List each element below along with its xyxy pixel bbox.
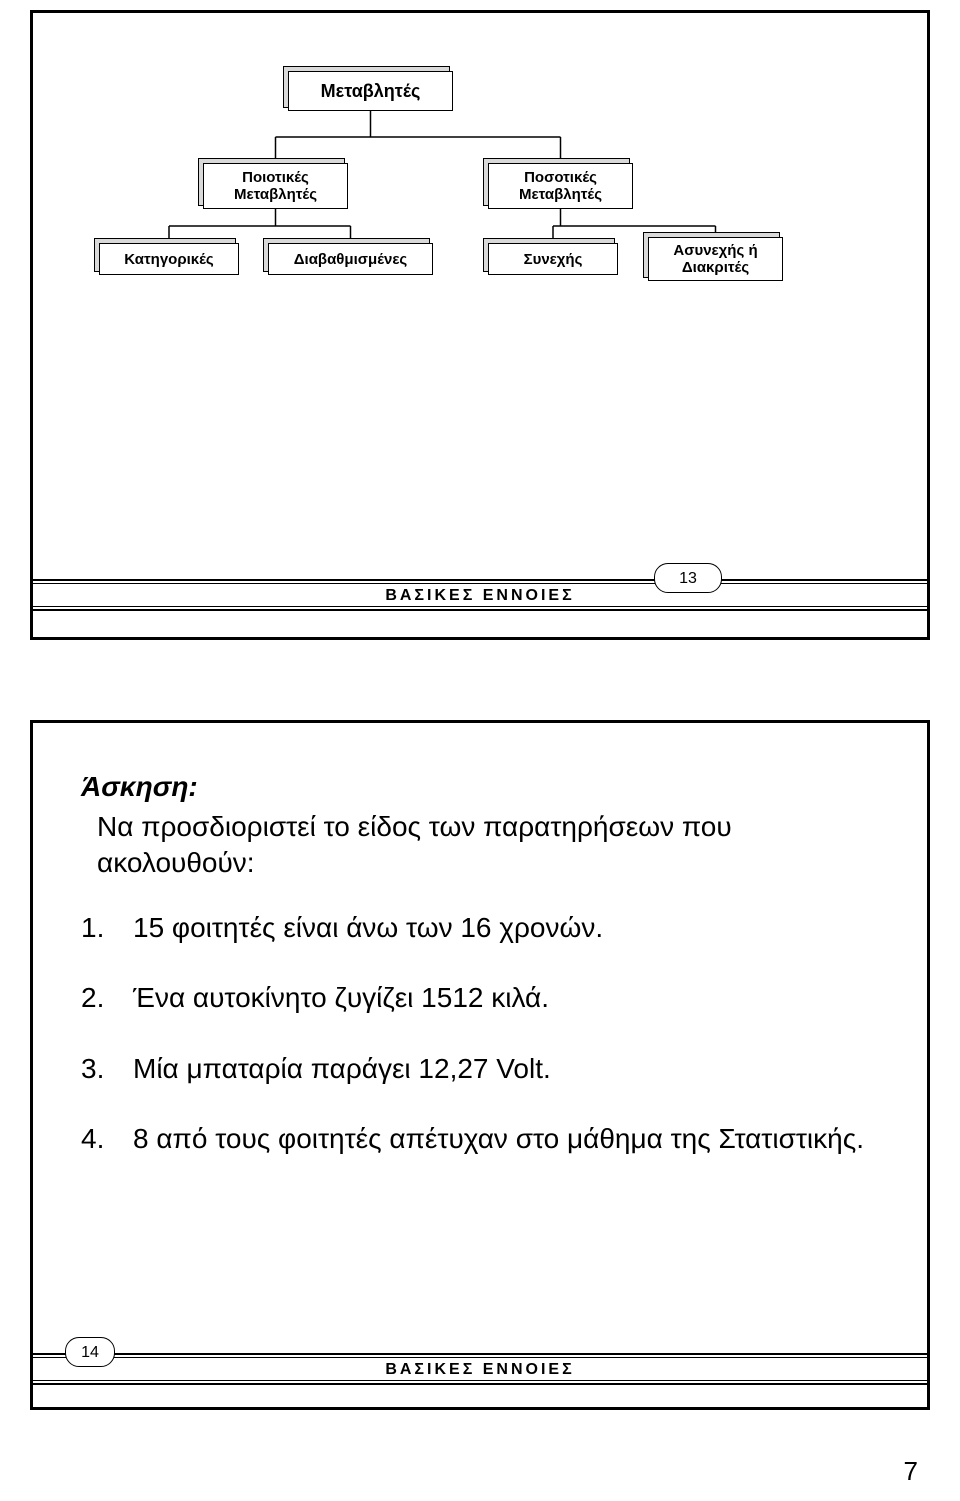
tree-node-qual: Ποιοτικές Μεταβλητές — [203, 163, 348, 209]
slide-2: Άσκηση: Να προσδιοριστεί το είδος των πα… — [30, 720, 930, 1410]
tree-connectors — [33, 13, 933, 363]
exercise-title: Άσκηση: — [81, 771, 881, 803]
list-item: 3.Μία μπαταρία παράγει 12,27 Volt. — [81, 1051, 881, 1087]
exercise-block: Άσκηση: Να προσδιοριστεί το είδος των πα… — [81, 771, 881, 1191]
page-number: 7 — [904, 1456, 918, 1487]
tree-node-cont: Συνεχής — [488, 243, 618, 275]
tree-node-root: Μεταβλητές — [288, 71, 453, 111]
list-item: 1.15 φοιτητές είναι άνω των 16 χρονών. — [81, 910, 881, 946]
tree-node-disc: Ασυνεχής ή Διακριτές — [648, 237, 783, 281]
slide-footer: ΒΑΣΙΚΕΣ ΕΝΝΟΙΕΣ — [33, 579, 927, 611]
list-item: 4.8 από τους φοιτητές απέτυχαν στο μάθημ… — [81, 1121, 881, 1157]
tree-diagram: Μεταβλητές Ποιοτικές Μεταβλητές Ποσοτικές … — [33, 13, 927, 363]
list-item-number: 3. — [81, 1051, 133, 1087]
page: Μεταβλητές Ποιοτικές Μεταβλητές Ποσοτικές … — [0, 0, 960, 1501]
exercise-list: 1.15 φοιτητές είναι άνω των 16 χρονών.2.… — [81, 910, 881, 1158]
list-item-number: 1. — [81, 910, 133, 946]
list-item-text: Ένα αυτοκίνητο ζυγίζει 1512 κιλά. — [133, 980, 549, 1016]
tree-node-quant: Ποσοτικές Μεταβλητές — [488, 163, 633, 209]
list-item-number: 4. — [81, 1121, 133, 1157]
list-item-text: 15 φοιτητές είναι άνω των 16 χρονών. — [133, 910, 603, 946]
exercise-subtitle: Να προσδιοριστεί το είδος των παρατηρήσε… — [97, 809, 881, 882]
tree-node-cat: Κατηγορικές — [99, 243, 239, 275]
slide-footer: ΒΑΣΙΚΕΣ ΕΝΝΟΙΕΣ — [33, 1353, 927, 1385]
slide-footer-text: ΒΑΣΙΚΕΣ ΕΝΝΟΙΕΣ — [33, 583, 927, 607]
list-item-text: 8 από τους φοιτητές απέτυχαν στο μάθημα … — [133, 1121, 864, 1157]
slide-number-badge: 14 — [65, 1337, 115, 1367]
list-item: 2.Ένα αυτοκίνητο ζυγίζει 1512 κιλά. — [81, 980, 881, 1016]
slide-footer-text: ΒΑΣΙΚΕΣ ΕΝΝΟΙΕΣ — [33, 1357, 927, 1381]
list-item-text: Μία μπαταρία παράγει 12,27 Volt. — [133, 1051, 551, 1087]
tree-node-ordinal: Διαβαθμισμένες — [268, 243, 433, 275]
slide-1: Μεταβλητές Ποιοτικές Μεταβλητές Ποσοτικές … — [30, 10, 930, 640]
slide-number-badge: 13 — [654, 563, 722, 593]
list-item-number: 2. — [81, 980, 133, 1016]
